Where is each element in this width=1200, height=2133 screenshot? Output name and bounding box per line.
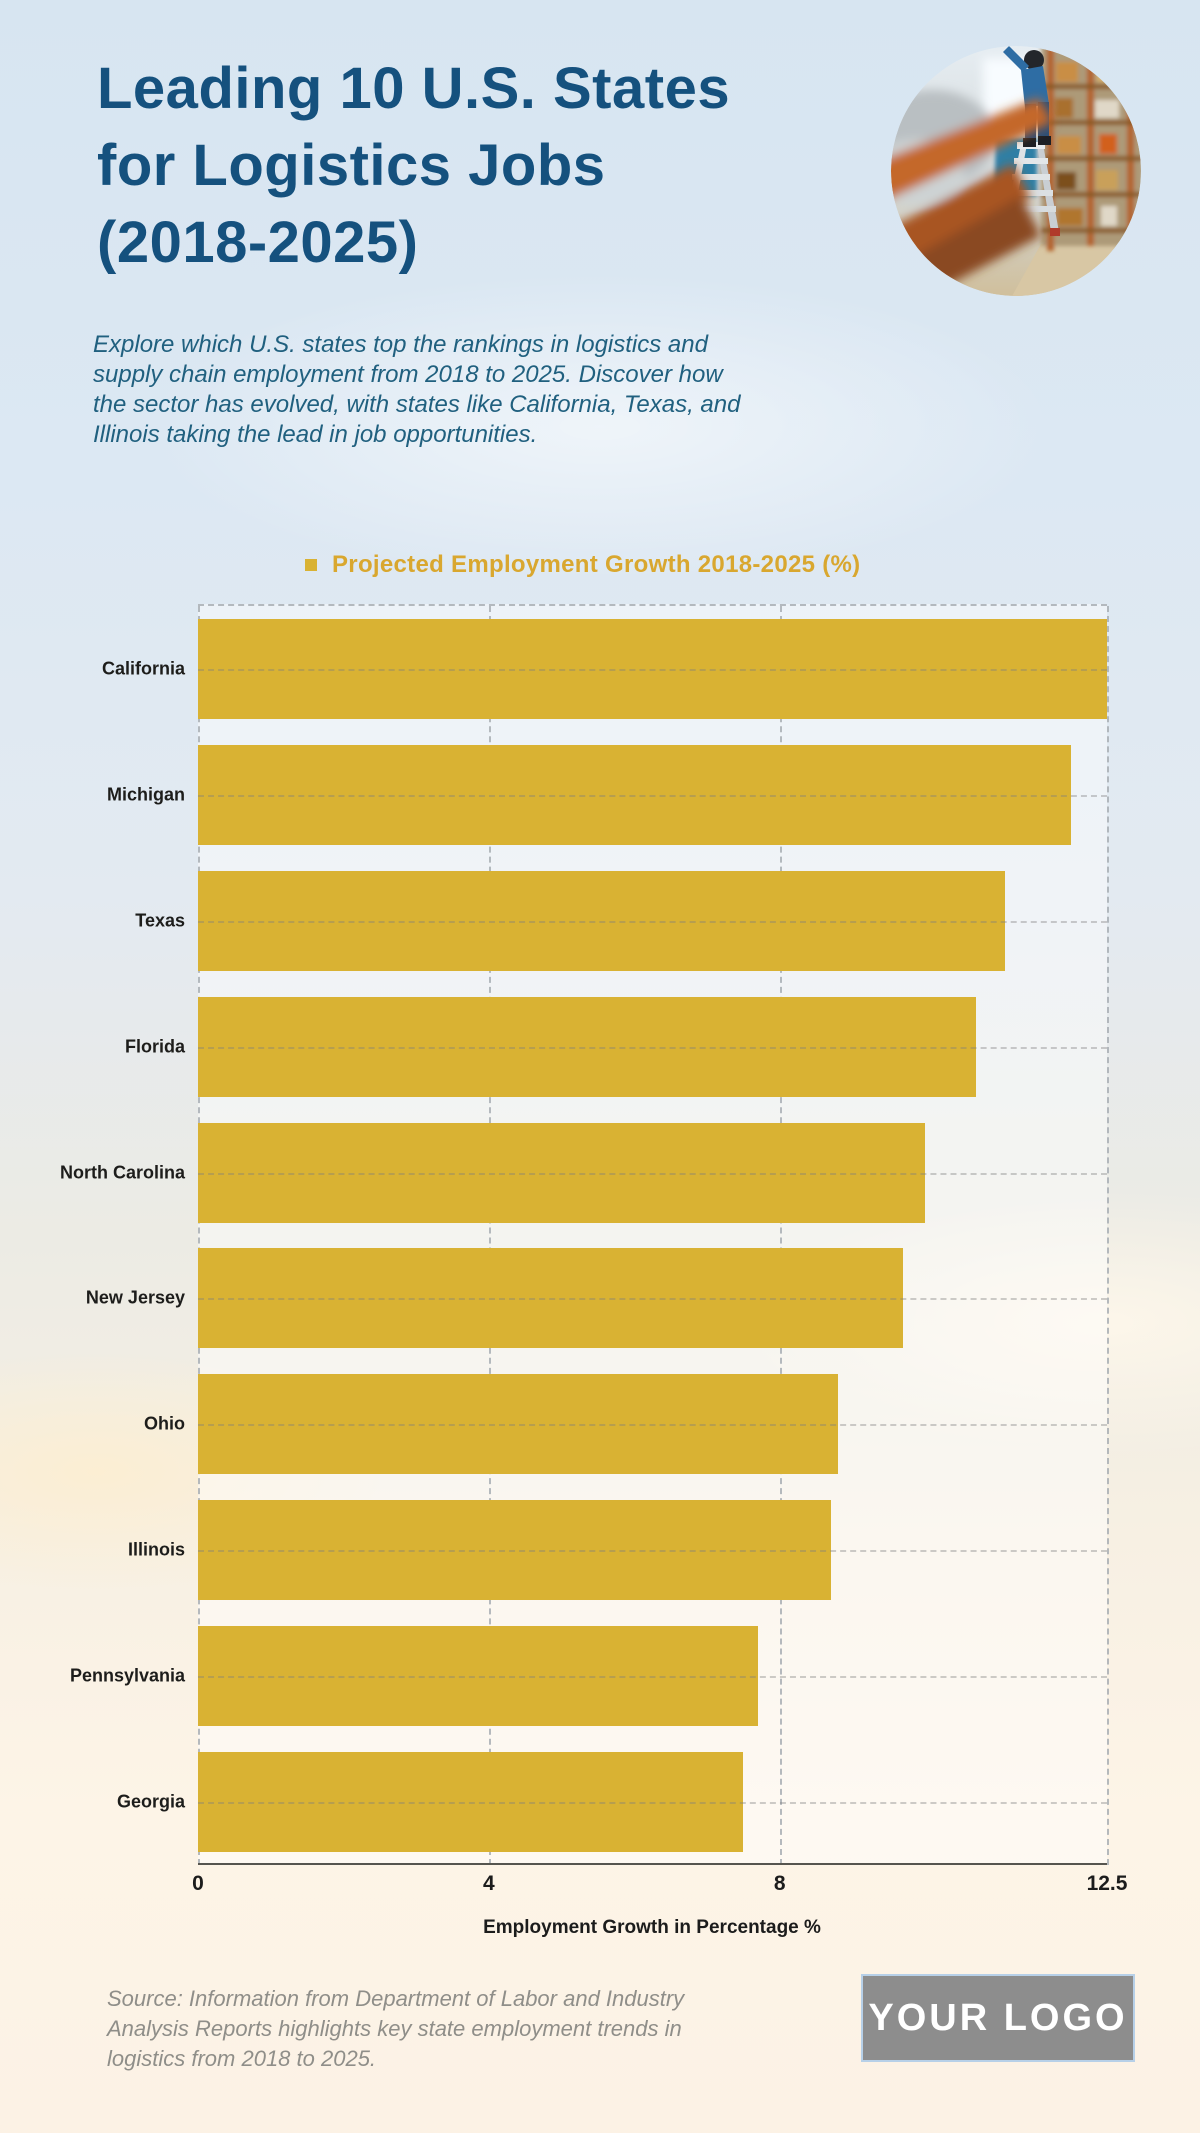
category-label: California bbox=[101, 658, 185, 679]
x-tick-label: 0 bbox=[192, 1872, 204, 1895]
bar-row: Ohio bbox=[144, 1361, 1107, 1487]
bar bbox=[198, 1122, 926, 1223]
gridline-vertical bbox=[1107, 606, 1109, 1865]
bar-row: Michigan bbox=[107, 732, 1107, 858]
intro-line: supply chain employment from 2018 to 202… bbox=[93, 361, 723, 388]
gridline-vertical bbox=[198, 606, 200, 1865]
bar bbox=[198, 1626, 758, 1727]
gridline-horizontal bbox=[198, 1172, 1107, 1175]
bar bbox=[198, 1374, 838, 1475]
gridline-vertical bbox=[779, 606, 782, 1865]
bar-row: Texas bbox=[135, 858, 1107, 984]
category-label: Texas bbox=[135, 910, 185, 931]
category-label: Pennsylvania bbox=[69, 1665, 185, 1686]
x-axis-line bbox=[198, 1863, 1107, 1865]
x-tick-label: 4 bbox=[483, 1872, 495, 1895]
logo-box: YOUR LOGO bbox=[861, 1974, 1135, 2062]
warehouse-photo bbox=[891, 46, 1141, 296]
category-label: Ohio bbox=[144, 1413, 185, 1434]
bar-row: North Carolina bbox=[60, 1110, 1107, 1236]
bar-row: Georgia bbox=[117, 1739, 1107, 1865]
bar-row: Illinois bbox=[128, 1487, 1107, 1613]
category-label: New Jersey bbox=[85, 1287, 185, 1308]
legend-label: Projected Employment Growth 2018-2025 (%… bbox=[332, 551, 861, 578]
bar bbox=[198, 618, 1107, 719]
gridline-horizontal bbox=[198, 668, 1107, 671]
category-label: North Carolina bbox=[59, 1162, 185, 1183]
source-line: logistics from 2018 to 2025. bbox=[107, 2046, 377, 2071]
intro-line: Illinois taking the lead in job opportun… bbox=[93, 421, 538, 448]
category-label: Michigan bbox=[106, 784, 185, 805]
bar-row: Florida bbox=[125, 984, 1107, 1110]
intro-line: the sector has evolved, with states like… bbox=[93, 391, 741, 418]
page-title: Leading 10 U.S. States for Logistics Jobs… bbox=[97, 50, 730, 281]
warehouse-photo-illustration bbox=[891, 46, 1141, 296]
intro-line: Explore which U.S. states top the rankin… bbox=[93, 331, 708, 358]
category-label: Georgia bbox=[116, 1791, 185, 1812]
source-line: Analysis Reports highlights key state em… bbox=[107, 2016, 682, 2041]
category-label: Illinois bbox=[127, 1539, 185, 1560]
source-note: Source: Information from Department of L… bbox=[107, 1984, 684, 2074]
legend-swatch-icon bbox=[305, 559, 317, 571]
source-line: Source: Information from Department of L… bbox=[107, 1986, 685, 2011]
gridline-horizontal bbox=[198, 1424, 1107, 1427]
gridline-horizontal bbox=[198, 1298, 1107, 1301]
gridline-horizontal bbox=[198, 1802, 1107, 1805]
logo-text: YOUR LOGO bbox=[868, 1996, 1128, 2039]
x-axis-title: Employment Growth in Percentage % bbox=[483, 1917, 821, 1938]
gridline-vertical bbox=[488, 606, 491, 1865]
bar-row: New Jersey bbox=[86, 1236, 1107, 1362]
x-tick-label: 12.5 bbox=[1086, 1872, 1128, 1895]
title-line: (2018-2025) bbox=[97, 210, 419, 275]
title-line: Leading 10 U.S. States bbox=[97, 56, 731, 121]
legend: Projected Employment Growth 2018-2025 (%… bbox=[305, 551, 860, 579]
bar-row: California bbox=[102, 606, 1107, 732]
gridline-horizontal bbox=[198, 920, 1107, 923]
bar bbox=[198, 1500, 831, 1601]
bar bbox=[198, 1248, 904, 1349]
bar bbox=[198, 996, 977, 1097]
title-line: for Logistics Jobs bbox=[97, 133, 606, 198]
gridline-horizontal bbox=[198, 1046, 1107, 1049]
x-tick-label: 8 bbox=[773, 1872, 786, 1895]
bar bbox=[198, 1752, 744, 1853]
gridline-horizontal bbox=[198, 1550, 1107, 1553]
bar bbox=[198, 870, 1006, 971]
plot-area: California Michigan Texas Florida North Caro… bbox=[60, 604, 1109, 1865]
bar bbox=[198, 744, 1071, 845]
bar-row: Pennsylvania bbox=[70, 1613, 1107, 1739]
gridline-horizontal bbox=[198, 794, 1107, 797]
gridline-horizontal bbox=[198, 1676, 1107, 1679]
intro-text: Explore which U.S. states top the rankin… bbox=[93, 330, 740, 450]
category-label: Florida bbox=[124, 1036, 185, 1057]
